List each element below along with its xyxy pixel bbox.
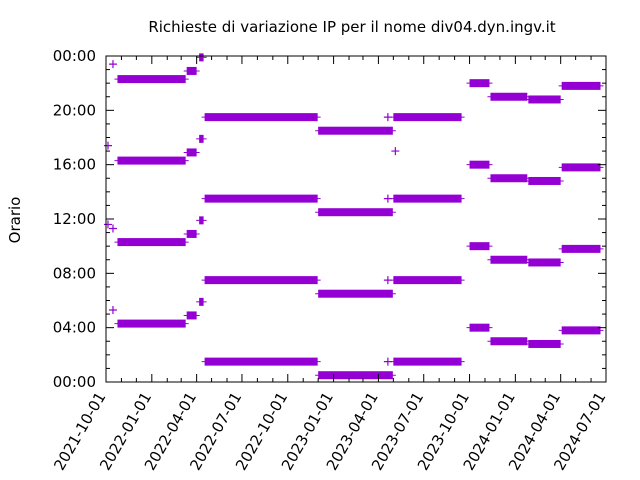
segment-bar bbox=[393, 276, 462, 285]
chart-title: Richieste di variazione IP per il nome d… bbox=[148, 18, 555, 36]
segment-bar bbox=[186, 229, 197, 238]
point-marker bbox=[383, 194, 392, 203]
segment-bar bbox=[469, 160, 490, 169]
segment-bar bbox=[186, 148, 197, 157]
segment-bar bbox=[204, 113, 318, 122]
segment-bar bbox=[561, 244, 601, 253]
point-marker bbox=[108, 224, 117, 233]
segment-bar bbox=[528, 258, 561, 267]
segment-bar bbox=[318, 289, 393, 298]
y-tick-label: 00:00 bbox=[53, 373, 96, 391]
segment-bar bbox=[117, 156, 186, 165]
plot-frame bbox=[105, 55, 607, 383]
segment-bar bbox=[199, 216, 204, 225]
segment-bar bbox=[561, 81, 601, 90]
y-axis-label: Orario bbox=[6, 197, 24, 244]
segment-bar bbox=[469, 79, 490, 88]
point-marker bbox=[108, 60, 117, 69]
point-marker bbox=[103, 220, 112, 229]
segment-bar bbox=[186, 66, 197, 75]
segment-bar bbox=[117, 75, 186, 84]
segment-bar bbox=[186, 311, 197, 320]
segment-bar bbox=[528, 95, 561, 104]
segment-bar bbox=[561, 163, 601, 172]
segment-bar bbox=[318, 371, 393, 380]
segment-bar bbox=[490, 337, 528, 346]
segment-bar bbox=[561, 326, 601, 335]
segment-bar bbox=[318, 208, 393, 217]
segment-bar bbox=[204, 194, 318, 203]
segment-bar bbox=[393, 357, 462, 366]
point-marker bbox=[383, 113, 392, 122]
segment-bar bbox=[318, 126, 393, 135]
y-tick-label: 16:00 bbox=[53, 156, 96, 174]
segment-bar bbox=[528, 176, 561, 185]
segment-bar bbox=[199, 134, 204, 143]
segment-bar bbox=[393, 113, 462, 122]
segment-bar bbox=[469, 242, 490, 251]
point-marker bbox=[383, 276, 392, 285]
y-tick-label: 04:00 bbox=[53, 319, 96, 337]
segment-bar bbox=[204, 357, 318, 366]
segment-bar bbox=[490, 174, 528, 183]
point-marker bbox=[103, 141, 112, 150]
segment-bar bbox=[490, 255, 528, 264]
segment-bar bbox=[199, 297, 204, 306]
y-tick-label: 00:00 bbox=[53, 47, 96, 65]
y-tick-label: 20:00 bbox=[53, 101, 96, 119]
segment-bar bbox=[117, 238, 186, 247]
segment-bar bbox=[528, 339, 561, 348]
point-marker bbox=[391, 147, 400, 156]
segment-bar bbox=[490, 92, 528, 101]
segment-bar bbox=[204, 276, 318, 285]
y-tick-label: 08:00 bbox=[53, 264, 96, 282]
point-marker bbox=[383, 357, 392, 366]
segment-bar bbox=[469, 323, 490, 332]
segment-bar bbox=[117, 319, 186, 328]
data-marks bbox=[103, 53, 604, 380]
segment-bar bbox=[199, 53, 204, 62]
y-tick-label: 12:00 bbox=[53, 210, 96, 228]
segment-bar bbox=[393, 194, 462, 203]
point-marker bbox=[108, 306, 117, 315]
